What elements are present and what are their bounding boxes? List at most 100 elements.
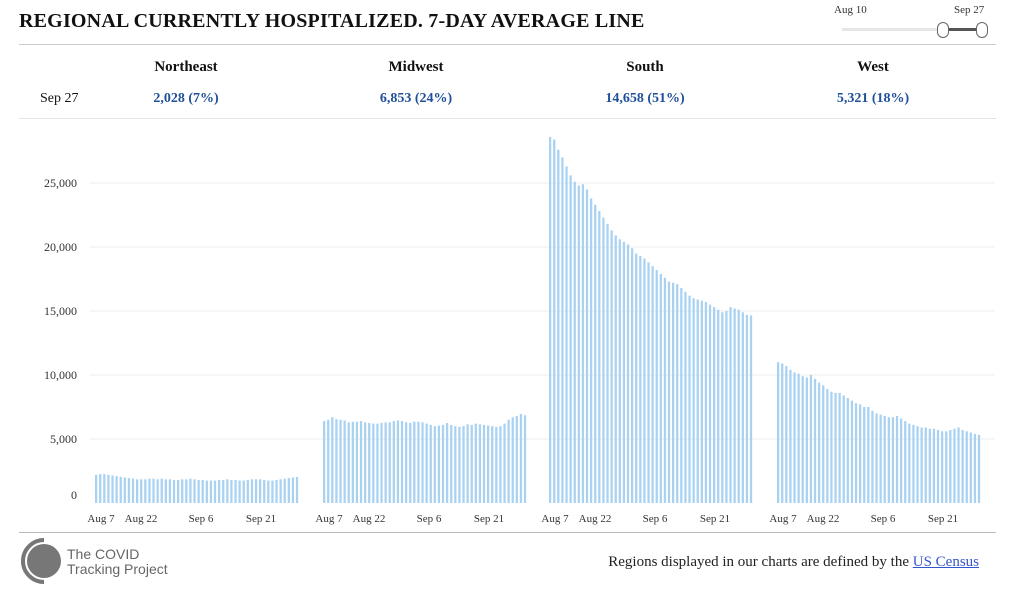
bar-west: [838, 392, 841, 503]
bar-midwest: [364, 422, 367, 503]
bar-south: [713, 307, 716, 503]
bar-south: [680, 287, 683, 503]
x-tick-label: Aug 7: [541, 513, 569, 525]
logo-icon: [21, 538, 61, 584]
bar-midwest: [339, 419, 342, 503]
chart-title: REGIONAL CURRENTLY HOSPITALIZED. 7-DAY A…: [19, 10, 645, 32]
bar-west: [895, 415, 899, 503]
bar-south: [708, 304, 712, 503]
y-tick-label: 15,000: [44, 304, 77, 318]
bar-west: [941, 431, 944, 503]
bar-west: [842, 395, 845, 503]
slider-track[interactable]: [842, 28, 942, 31]
bar-south: [549, 136, 552, 504]
bar-northeast: [189, 478, 192, 503]
bar-south: [672, 282, 675, 503]
bar-midwest: [441, 424, 445, 503]
bar-northeast: [234, 479, 237, 503]
bar-northeast: [156, 479, 159, 503]
bar-west: [912, 424, 915, 503]
bar-west: [777, 362, 780, 503]
slider-start-handle[interactable]: [937, 22, 949, 38]
bar-northeast: [140, 479, 143, 503]
bar-northeast: [267, 480, 270, 503]
bar-west: [961, 430, 964, 503]
bar-northeast: [263, 479, 266, 503]
bar-midwest: [331, 417, 334, 503]
bar-midwest: [466, 424, 469, 503]
bar-midwest: [499, 426, 502, 503]
bar-midwest: [417, 421, 420, 503]
bar-west: [879, 414, 882, 503]
bar-northeast: [152, 478, 155, 503]
bar-west: [969, 432, 972, 503]
bar-west: [785, 366, 788, 503]
bar-northeast: [103, 474, 106, 503]
bar-northeast: [279, 479, 282, 503]
bar-midwest: [503, 423, 506, 503]
bar-northeast: [123, 477, 126, 503]
bar-midwest: [380, 423, 383, 503]
bar-northeast: [177, 479, 180, 503]
bar-west: [854, 403, 858, 503]
bar-northeast: [295, 477, 299, 503]
bar-west: [936, 430, 940, 503]
bar-northeast: [201, 479, 204, 503]
x-tick-label: Sep 6: [417, 513, 442, 525]
region-value-midwest: 6,853 (24%): [379, 91, 453, 106]
bar-south: [614, 235, 617, 504]
us-census-link[interactable]: US Census: [912, 554, 979, 570]
bar-south: [602, 217, 605, 503]
region-value-northeast: 2,028 (7%): [153, 91, 219, 106]
bar-south: [590, 198, 593, 504]
bar-northeast: [254, 479, 258, 503]
bar-midwest: [495, 426, 498, 503]
bar-midwest: [487, 425, 490, 503]
bar-west: [830, 391, 833, 503]
bar-midwest: [482, 424, 486, 503]
bar-northeast: [136, 479, 139, 503]
bar-midwest: [396, 420, 400, 503]
bar-northeast: [250, 479, 254, 503]
y-tick-label: 25,000: [44, 176, 77, 190]
bar-west: [900, 418, 903, 503]
bar-northeast: [222, 479, 225, 503]
bar-northeast: [238, 480, 241, 503]
bar-south: [622, 241, 626, 503]
bar-west: [826, 389, 829, 503]
bar-northeast: [115, 476, 118, 503]
slider-end-label: Sep 27: [954, 4, 985, 16]
bar-west: [924, 427, 927, 503]
bar-northeast: [111, 475, 114, 503]
bar-midwest: [388, 422, 391, 503]
bar-northeast: [259, 479, 262, 503]
bar-south: [610, 230, 613, 504]
bar-midwest: [511, 417, 514, 503]
bar-northeast: [107, 474, 110, 503]
bar-south: [635, 253, 638, 503]
slider-range[interactable]: [945, 28, 981, 31]
bar-northeast: [127, 478, 131, 503]
y-tick-label: 20,000: [44, 240, 77, 254]
slider-end-handle[interactable]: [976, 22, 988, 38]
bar-midwest: [433, 426, 436, 503]
divider: [19, 44, 996, 45]
bar-midwest: [347, 422, 350, 503]
bar-midwest: [400, 421, 404, 503]
bar-midwest: [454, 426, 457, 503]
x-tick-label: Sep 6: [643, 513, 668, 525]
bar-midwest: [429, 424, 432, 503]
bar-south: [655, 270, 658, 503]
bar-south: [569, 175, 572, 503]
bar-south: [733, 308, 736, 503]
y-tick-label: 5,000: [50, 432, 77, 446]
x-tick-label: Aug 7: [87, 513, 115, 525]
bar-northeast: [148, 478, 151, 503]
bar-south: [663, 277, 667, 503]
bar-west: [977, 434, 981, 503]
bar-west: [887, 417, 890, 503]
region-value-south: 14,658 (51%): [605, 91, 685, 106]
x-tick-label: Aug 22: [579, 513, 612, 525]
region-name-midwest: Midwest: [388, 59, 444, 75]
logo-text: The COVID Tracking Project: [67, 546, 168, 577]
